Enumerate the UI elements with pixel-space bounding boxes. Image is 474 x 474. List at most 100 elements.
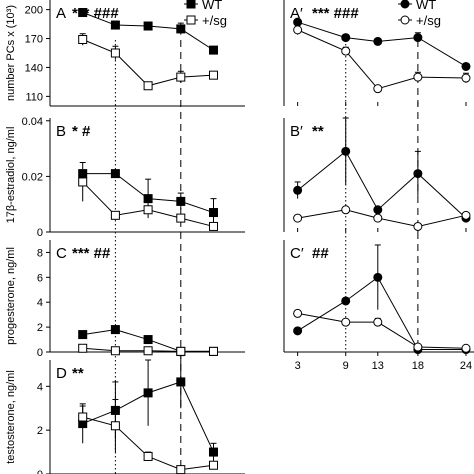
data-point <box>413 342 423 352</box>
data-point <box>176 346 186 356</box>
data-point <box>143 205 153 215</box>
data-point <box>143 388 153 398</box>
data-point <box>78 8 88 18</box>
x-tick-label: 9 <box>343 360 349 372</box>
data-point <box>413 72 423 82</box>
data-point <box>413 169 423 179</box>
y-axis-label: number PCs x (10³) <box>5 5 17 101</box>
panel-label: C′ <box>290 245 304 262</box>
significance-stars: *** ### <box>312 5 359 22</box>
legend-label: +/sg <box>202 13 227 28</box>
data-point <box>176 213 186 223</box>
data-point <box>110 346 120 356</box>
panel-label: B <box>56 123 66 140</box>
y-tick-label: 0 <box>37 347 43 359</box>
y-tick-label: 0 <box>37 227 43 239</box>
data-point <box>461 61 471 71</box>
y-axis-label: progesterone, ng/ml <box>5 247 17 345</box>
data-point <box>143 194 153 204</box>
y-tick-label: 6 <box>37 272 43 284</box>
x-tick-label: 3 <box>295 360 301 372</box>
significance-stars: ** <box>72 365 84 382</box>
series-line-sg <box>297 312 466 349</box>
data-point <box>176 377 186 387</box>
data-point <box>110 169 120 179</box>
y-axis-label: 17β-estradiol, ng/ml <box>5 127 17 224</box>
data-point <box>110 20 120 30</box>
data-point <box>413 221 423 231</box>
panel-label: A′ <box>290 5 303 22</box>
series-line-wt <box>297 21 467 67</box>
significance-stars: * # <box>72 123 91 140</box>
data-point <box>110 48 120 58</box>
y-tick-label: 8 <box>37 247 43 259</box>
legend-label: WT <box>202 0 222 12</box>
legend-label: WT <box>416 0 436 12</box>
data-point <box>143 81 153 91</box>
data-point <box>461 343 471 353</box>
data-point <box>176 72 186 82</box>
data-point <box>208 447 218 457</box>
significance-stars: ** <box>312 123 324 140</box>
series-line-wt <box>297 276 466 351</box>
data-point <box>78 330 88 340</box>
data-point <box>208 221 218 231</box>
data-point <box>78 35 88 45</box>
y-tick-label: 0.04 <box>22 116 43 128</box>
data-point <box>110 325 120 335</box>
significance-stars: *** ## <box>72 245 111 262</box>
data-point <box>341 146 351 156</box>
data-point <box>341 317 351 327</box>
y-tick-label: 4 <box>37 297 43 309</box>
data-point <box>176 24 186 34</box>
panel-label: C <box>56 245 67 262</box>
data-point <box>293 185 303 195</box>
data-point <box>110 210 120 220</box>
axes-layer <box>46 0 474 474</box>
panel-label: B′ <box>290 123 303 140</box>
data-point <box>176 196 186 206</box>
data-point <box>293 25 303 35</box>
data-point <box>143 335 153 345</box>
y-tick-label: 0 <box>37 469 43 474</box>
data-point <box>78 177 88 187</box>
y-tick-label: 200 <box>25 5 43 17</box>
data-point <box>208 70 218 80</box>
data-point <box>293 213 303 223</box>
data-point <box>373 36 383 46</box>
y-tick-label: 4 <box>37 381 43 393</box>
data-point <box>373 84 383 94</box>
data-point <box>341 46 351 56</box>
data-point <box>293 308 303 318</box>
data-point <box>373 213 383 223</box>
panel-label: D <box>56 365 67 382</box>
legend-marker <box>400 0 410 9</box>
data-point <box>176 465 186 474</box>
y-tick-label: 140 <box>25 62 43 74</box>
data-marks-layer <box>78 0 471 474</box>
legend-marker <box>400 15 410 25</box>
data-point <box>110 421 120 431</box>
legend-label: +/sg <box>416 13 441 28</box>
data-point <box>341 33 351 43</box>
legend-marker <box>186 15 196 25</box>
data-point <box>208 208 218 218</box>
data-point <box>341 296 351 306</box>
y-axis-label: testosterone, ng/ml <box>5 370 17 464</box>
data-point <box>373 317 383 327</box>
legend-marker <box>186 0 196 9</box>
series-line-sg <box>82 39 214 87</box>
y-tick-label: 110 <box>25 91 43 103</box>
x-tick-label: 24 <box>460 360 472 372</box>
data-point <box>341 205 351 215</box>
x-tick-label: 18 <box>412 360 424 372</box>
data-point <box>78 343 88 353</box>
data-point <box>208 460 218 470</box>
y-tick-label: 0.02 <box>22 171 43 183</box>
series-line-sg <box>297 29 466 90</box>
data-point <box>143 346 153 356</box>
significance-stars: *** ### <box>72 5 119 22</box>
data-point <box>208 346 218 356</box>
data-point <box>373 205 383 215</box>
